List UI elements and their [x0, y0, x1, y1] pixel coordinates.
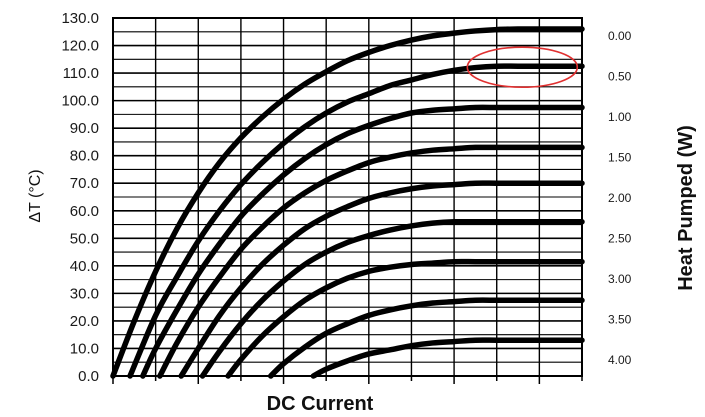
highlight-ellipse — [466, 46, 579, 88]
y-tick-label: 40.0 — [70, 258, 99, 275]
y-tick-label: 50.0 — [70, 230, 99, 247]
y-tick-label: 20.0 — [70, 313, 99, 330]
right-tick-label: 0.50 — [608, 70, 632, 84]
y-tick-label: 70.0 — [70, 175, 99, 192]
y-tick-label: 120.0 — [61, 38, 99, 55]
y-tick-labels: 0.0 10.0 20.0 30.0 40.0 50.0 60.0 70.0 80.0 90.0 1… — [61, 10, 99, 385]
y-axis-title: ΔT (°C) — [27, 169, 44, 222]
series-line-2.00 — [178, 180, 585, 379]
right-tick-label: 0.00 — [608, 29, 632, 43]
y-tick-label: 130.0 — [61, 10, 99, 27]
y-tick-label: 10.0 — [70, 340, 99, 357]
y-tick-label: 30.0 — [70, 285, 99, 302]
y-tick-label: 80.0 — [70, 148, 99, 165]
x-axis-title: DC Current — [267, 393, 374, 415]
y-tick-label: 90.0 — [70, 120, 99, 137]
series-line-3.50 — [268, 297, 585, 379]
y-tick-label: 0.0 — [78, 368, 99, 385]
right-tick-label: 2.50 — [608, 232, 632, 246]
right-axis-title: Heat Pumped (W) — [675, 125, 697, 291]
series-line-0.00 — [110, 26, 585, 379]
series-line-1.00 — [140, 104, 585, 379]
series-line-1.50 — [157, 144, 585, 379]
right-tick-label: 1.50 — [608, 151, 632, 165]
curves — [110, 26, 585, 379]
grid — [112, 17, 583, 377]
right-tick-label: 2.00 — [608, 191, 632, 205]
highlight-layer — [466, 46, 579, 88]
series-line-3.00 — [225, 258, 585, 379]
plot-border — [112, 17, 583, 377]
y-tick-label: 110.0 — [63, 65, 99, 82]
right-tick-label: 3.50 — [608, 313, 632, 327]
right-tick-labels: 0.00 0.50 1.00 1.50 2.00 2.50 3.00 3.50 4.00 — [608, 29, 632, 367]
series-line-4.00 — [310, 337, 585, 379]
right-tick-label: 1.00 — [608, 110, 632, 124]
y-tick-label: 100.0 — [61, 93, 99, 110]
y-tick-label: 60.0 — [70, 203, 99, 220]
x-tick-marks — [112, 376, 583, 384]
series-line-2.50 — [199, 218, 585, 379]
right-tick-label: 3.00 — [608, 272, 632, 286]
right-tick-label: 4.00 — [608, 353, 632, 367]
series-line-0.50 — [127, 63, 585, 379]
